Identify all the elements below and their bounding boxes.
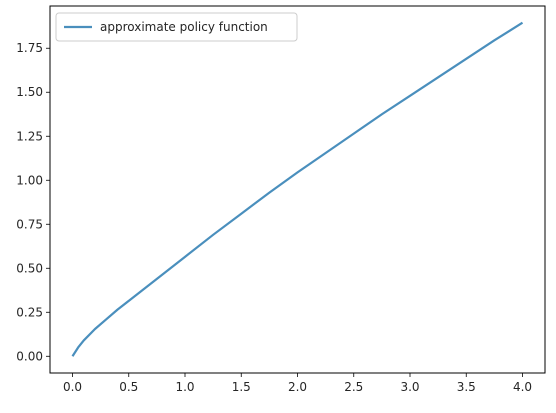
x-tick-label: 0.5 <box>119 380 138 394</box>
x-tick-label: 3.0 <box>400 380 419 394</box>
x-tick-label: 1.0 <box>175 380 194 394</box>
y-tick-label: 0.75 <box>16 217 43 231</box>
x-tick-label: 0.0 <box>63 380 82 394</box>
x-tick-label: 2.5 <box>344 380 363 394</box>
y-tick-label: 0.50 <box>16 261 43 275</box>
y-tick-label: 1.00 <box>16 173 43 187</box>
y-axis: 0.00 0.25 0.50 0.75 1.00 1.25 1.50 1.75 <box>16 41 50 363</box>
y-tick-label: 1.50 <box>16 85 43 99</box>
y-tick-label: 1.25 <box>16 129 43 143</box>
x-axis: 0.0 0.5 1.0 1.5 2.0 2.5 3.0 3.5 4.0 <box>63 373 532 394</box>
x-tick-label: 4.0 <box>513 380 532 394</box>
plot-area <box>50 6 545 373</box>
x-tick-label: 3.5 <box>457 380 476 394</box>
y-tick-label: 1.75 <box>16 41 43 55</box>
x-tick-label: 2.0 <box>288 380 307 394</box>
y-tick-label: 0.25 <box>16 305 43 319</box>
y-tick-label: 0.00 <box>16 349 43 363</box>
legend: approximate policy function <box>56 13 297 41</box>
legend-label: approximate policy function <box>100 20 268 34</box>
x-tick-label: 1.5 <box>232 380 251 394</box>
